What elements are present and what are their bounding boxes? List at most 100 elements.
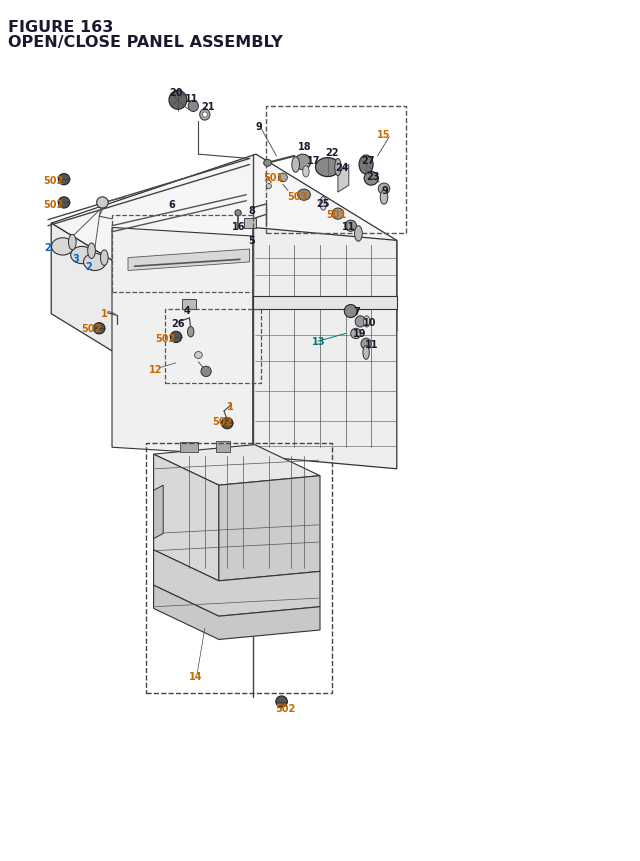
Polygon shape [154,550,320,616]
Text: 20: 20 [169,88,183,98]
Ellipse shape [351,329,361,339]
Text: 6: 6 [168,200,175,210]
Ellipse shape [266,184,271,189]
Polygon shape [154,486,163,539]
Text: 9: 9 [256,121,262,132]
Ellipse shape [169,91,187,110]
Text: 25: 25 [316,199,330,209]
Text: 11: 11 [364,339,378,350]
Text: 14: 14 [188,671,202,681]
Ellipse shape [221,418,233,430]
Polygon shape [192,241,397,400]
Text: OPEN/CLOSE PANEL ASSEMBLY: OPEN/CLOSE PANEL ASSEMBLY [8,35,283,50]
Ellipse shape [58,198,70,208]
Bar [146,443,332,693]
Ellipse shape [276,696,287,708]
Ellipse shape [345,221,356,232]
Ellipse shape [361,339,371,350]
Ellipse shape [200,110,210,121]
Ellipse shape [264,160,271,167]
Ellipse shape [303,167,309,177]
Ellipse shape [70,247,93,264]
Text: 5: 5 [248,236,255,246]
Ellipse shape [294,155,311,170]
Text: 501: 501 [326,210,347,220]
Ellipse shape [100,251,108,266]
Polygon shape [128,250,250,271]
Text: 503: 503 [287,192,308,202]
Text: 17: 17 [307,156,321,166]
Bar [112,215,253,293]
Ellipse shape [202,113,207,118]
Ellipse shape [83,254,106,271]
Polygon shape [154,585,320,640]
Text: 502: 502 [81,324,102,334]
Ellipse shape [97,198,108,208]
Text: 501: 501 [263,173,284,183]
Text: 19: 19 [353,329,367,339]
Text: 15: 15 [377,130,391,140]
Ellipse shape [188,327,194,338]
Polygon shape [51,155,397,310]
Text: 502: 502 [43,200,63,210]
Text: 12: 12 [148,364,163,375]
Ellipse shape [316,158,340,177]
Ellipse shape [201,367,211,377]
Ellipse shape [195,352,202,359]
Text: 16: 16 [232,221,246,232]
Bar [244,219,256,229]
Ellipse shape [278,174,287,183]
Ellipse shape [292,158,300,173]
Text: 502: 502 [212,417,232,427]
Text: 11: 11 [342,221,356,232]
Ellipse shape [355,226,362,242]
Text: 10: 10 [363,318,377,328]
Text: 502: 502 [275,703,296,713]
Ellipse shape [344,305,357,319]
Ellipse shape [378,184,390,195]
Text: 2: 2 [85,262,92,272]
Text: 24: 24 [335,163,349,173]
Polygon shape [338,165,349,193]
Text: 1: 1 [101,308,108,319]
Text: 7: 7 [354,307,360,317]
Text: 1: 1 [227,401,234,412]
Bar [165,310,261,383]
Text: 26: 26 [171,319,185,329]
Text: 2: 2 [45,243,51,253]
Text: 18: 18 [298,142,312,152]
Bar [182,300,196,310]
Text: 3: 3 [72,253,79,263]
Bar [266,107,406,234]
Polygon shape [219,476,320,581]
Ellipse shape [88,244,95,259]
Ellipse shape [298,190,310,201]
Bar [180,443,198,453]
Ellipse shape [51,238,74,256]
Text: 23: 23 [366,171,380,182]
Ellipse shape [380,191,388,205]
Ellipse shape [68,235,76,251]
Text: FIGURE 163: FIGURE 163 [8,20,113,35]
Bar [216,442,230,452]
Text: 11: 11 [185,94,199,104]
Polygon shape [51,224,192,400]
Ellipse shape [93,324,105,334]
Ellipse shape [363,346,369,360]
Polygon shape [112,228,253,456]
Ellipse shape [364,172,378,186]
Ellipse shape [335,159,341,177]
Ellipse shape [170,332,182,343]
Text: 21: 21 [201,102,215,112]
Text: 9: 9 [382,186,388,196]
Ellipse shape [359,156,373,175]
Text: 22: 22 [325,148,339,158]
Text: 27: 27 [361,156,375,166]
Ellipse shape [364,317,370,328]
Text: 502: 502 [43,176,63,186]
Text: 502: 502 [155,333,175,344]
Polygon shape [253,228,397,469]
Polygon shape [243,237,253,461]
Ellipse shape [235,210,241,217]
Polygon shape [154,445,320,486]
